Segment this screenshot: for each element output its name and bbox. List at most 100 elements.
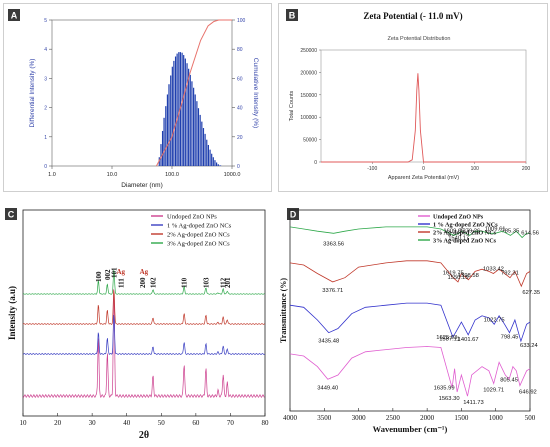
peak-annotation: 1411.73 [463, 400, 484, 406]
legend-label: Undoped ZnO NPs [167, 214, 217, 221]
peak-annotation: 1022.75 [484, 317, 505, 323]
peak-annotation: 3376.71 [322, 288, 343, 294]
peak-annotation: 1609.65 [443, 228, 464, 234]
peak-label: Ag [116, 268, 125, 276]
x-tick-label: 200 [522, 166, 531, 172]
histogram-bar [163, 117, 165, 166]
peak-annotation: 1540.17 [448, 235, 469, 241]
x-tick-label: 3500 [317, 414, 332, 422]
peak-annotation: 3435.48 [318, 339, 339, 345]
y-axis-label: Total Counts [289, 90, 295, 121]
x-tick-label: 1000.0 [224, 172, 241, 178]
peak-annotation: 646.92 [519, 390, 537, 396]
panel-letter: A [11, 11, 18, 21]
histogram-bar [201, 121, 203, 166]
zeta-potential-chart: B Zeta Potential (- 11.0 mV) Zeta Potentia… [286, 9, 531, 181]
legend-label: 1 % Ag-doped ZnO NCs [167, 223, 232, 230]
peak-label: 112 [220, 277, 228, 288]
histogram-bar [212, 157, 214, 166]
legend-label: 3% Ag-doped ZnO NCs [167, 241, 230, 248]
y2-tick-label: 0 [237, 164, 240, 170]
peak-annotation: 3449.40 [317, 385, 338, 391]
peak-label: Ag [140, 268, 149, 276]
y-tick-label: 2 [44, 106, 47, 112]
legend-label: Undoped ZnO NPs [433, 214, 484, 221]
peak-annotation: 1033.42 [483, 266, 504, 272]
y-tick-label: 4 [44, 47, 47, 53]
peak-annotation: 614.56 [521, 231, 539, 237]
peak-annotation: 1619.75 [443, 271, 464, 277]
x-tick-label: 60 [192, 419, 200, 427]
x-tick-label: 100 [471, 166, 480, 172]
zeta-subtitle: Zeta Potential Distribution [388, 36, 451, 42]
peak-label: 103 [202, 277, 210, 288]
peak-annotation: 785.35 [502, 228, 520, 234]
peak-label: 110 [181, 277, 189, 288]
ftir-series-line [289, 226, 530, 239]
histogram-bar [215, 162, 218, 166]
y-tick-label: 200000 [300, 70, 317, 76]
peak-annotation: 3363.56 [323, 241, 344, 247]
ftir-series-line [289, 260, 531, 288]
histogram-bar [199, 114, 201, 166]
histogram-bar [178, 52, 180, 167]
x-tick-label: 80 [262, 419, 270, 427]
x-tick-label: 2500 [386, 414, 401, 422]
y-axis-label: Intensity (a.u) [7, 286, 17, 340]
x-axis-label: Apparent Zeta Potential (mV) [388, 175, 459, 181]
x-tick-label: 3000 [352, 414, 367, 422]
histogram-bar [183, 55, 185, 166]
peak-label: 100 [95, 271, 103, 282]
plot-frame [289, 209, 531, 412]
x-tick-label: 4000 [283, 414, 298, 422]
x-tick-label: 1.0 [48, 172, 56, 178]
peak-annotation: 792.31 [501, 271, 519, 277]
panel-badge [8, 9, 20, 21]
peak-annotation: 633.24 [520, 343, 539, 349]
peak-annotation: 1563.30 [439, 396, 460, 402]
x-tick-label: -100 [367, 166, 377, 172]
legend-label: 1 % Ag-doped ZnO NCs [433, 222, 498, 229]
peak-label: 002 [104, 269, 112, 280]
histogram-bar [173, 60, 175, 166]
histogram-bar [194, 94, 196, 166]
peak-annotation: 1550.15 [448, 275, 469, 281]
panel-a-size-distribution: A 1.0 10.0 100.0 1000.0 0 1 2 3 4 5 0 20 40 60 80 100 Dia… [3, 3, 272, 192]
legend-label: 2% Ag-doped ZnO NCs [167, 232, 230, 239]
plot-frame [22, 209, 266, 417]
x-tick-label: 1000 [489, 414, 504, 422]
histogram-bar [209, 149, 211, 166]
x-tick-label: 2000 [420, 414, 435, 422]
y-tick-label: 250000 [300, 48, 317, 54]
x-axis-label: Diameter (nm) [121, 182, 163, 189]
y2-tick-label: 20 [237, 135, 243, 141]
histogram-bar [217, 164, 219, 166]
y-tick-label: 0 [44, 164, 47, 170]
peak-annotation: 1401.67 [458, 337, 479, 343]
peak-label: 102 [149, 277, 157, 288]
peak-annotation: 1398.58 [458, 273, 479, 279]
x-tick-label: 10 [20, 419, 28, 427]
y-tick-label: 150000 [300, 93, 317, 99]
histogram-bar [174, 56, 177, 166]
peak-annotation: 1625.93 [436, 335, 457, 341]
legend-label: 2% Ag-doped ZnO NCs [433, 230, 497, 237]
histogram-bar [189, 74, 191, 166]
histogram-bar [191, 81, 193, 166]
histogram-bar [196, 101, 198, 166]
histogram-bar [161, 130, 164, 166]
peak-label: 201 [224, 277, 232, 288]
histogram-bar [188, 68, 190, 166]
size-distribution-chart: A 1.0 10.0 100.0 1000.0 0 1 2 3 4 5 0 20 40 60 80 100 Dia… [8, 9, 259, 189]
peak-label: 111 [118, 278, 126, 288]
panel-letter: C [8, 210, 15, 220]
histogram-bar [193, 87, 195, 166]
y2-tick-label: 60 [237, 76, 243, 82]
x-tick-label: 1500 [454, 414, 469, 422]
x-tick-label: 30 [89, 419, 97, 427]
histogram-bar [171, 66, 173, 166]
histogram-bar [197, 108, 200, 166]
peak-annotation: 1379.26 [459, 228, 480, 234]
y-tick-label: 50000 [303, 138, 317, 144]
panel-badge [286, 9, 298, 21]
